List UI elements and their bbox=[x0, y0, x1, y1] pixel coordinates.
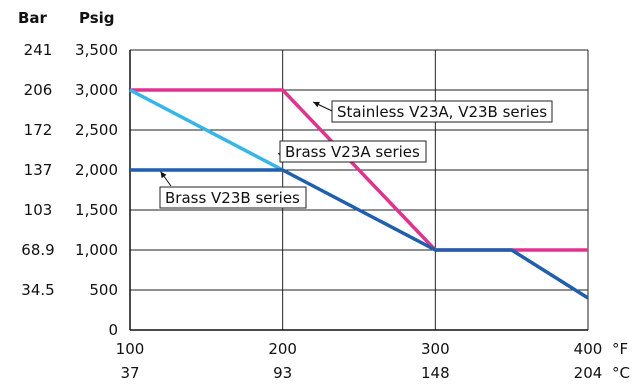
x-tick-label-celsius: 204 bbox=[574, 364, 603, 382]
psig-tick-labels: 3,500 3,000 2,500 2,000 1,500 1,000 500 0 bbox=[75, 41, 118, 339]
series-layer bbox=[129, 88, 589, 300]
bar-tick-label: 206 bbox=[24, 81, 53, 99]
psig-tick-label: 0 bbox=[108, 321, 118, 339]
x-tick-labels-fahrenheit: 100 200 300 400 bbox=[116, 340, 603, 358]
annotation-brass-v23a-box bbox=[279, 140, 427, 163]
x-tick-label-fahrenheit: 400 bbox=[574, 340, 603, 358]
annotation-brass-v23a: Brass V23A series bbox=[279, 140, 427, 163]
x-tick-label-fahrenheit: 300 bbox=[421, 340, 450, 358]
bar-tick-label: 103 bbox=[24, 201, 53, 219]
annotation-brass-v23b: Brass V23B series bbox=[159, 186, 307, 209]
psig-tick-label: 1,000 bbox=[75, 241, 118, 259]
x-tick-label-celsius: 37 bbox=[120, 364, 139, 382]
annotation-arrow-head bbox=[160, 171, 167, 179]
x-tick-label-fahrenheit: 200 bbox=[268, 340, 297, 358]
psig-tick-label: 2,500 bbox=[75, 121, 118, 139]
x-tick-label-fahrenheit: 100 bbox=[116, 340, 145, 358]
annotation-brass-v23a-label: Brass V23A series bbox=[285, 143, 420, 161]
bar-tick-labels: 241 206 172 137 103 68.9 34.5 bbox=[21, 41, 54, 299]
annotation-arrow-head bbox=[313, 101, 320, 108]
bar-tick-label: 137 bbox=[24, 161, 53, 179]
series-line-1 bbox=[129, 88, 284, 172]
bar-axis-header: Bar bbox=[18, 9, 48, 27]
annotation-stainless: Stainless V23A, V23B series bbox=[331, 100, 553, 123]
psig-tick-label: 1,500 bbox=[75, 201, 118, 219]
bar-tick-label: 172 bbox=[24, 121, 53, 139]
series-line-2 bbox=[130, 168, 589, 300]
psig-tick-label: 500 bbox=[89, 281, 118, 299]
annotation-stainless-label: Stainless V23A, V23B series bbox=[337, 103, 547, 121]
bar-tick-label: 68.9 bbox=[21, 241, 54, 259]
annotation-brass-v23b-box bbox=[159, 186, 307, 209]
psig-tick-label: 3,500 bbox=[75, 41, 118, 59]
x-tick-labels-celsius: 37 93 148 204 bbox=[120, 364, 602, 382]
psig-tick-label: 3,000 bbox=[75, 81, 118, 99]
x-tick-label-celsius: 93 bbox=[273, 364, 292, 382]
psig-tick-label: 2,000 bbox=[75, 161, 118, 179]
x-unit-celsius: °C bbox=[612, 364, 630, 382]
psig-axis-header: Psig bbox=[79, 9, 115, 27]
bar-tick-label: 241 bbox=[24, 41, 53, 59]
x-tick-label-celsius: 148 bbox=[421, 364, 450, 382]
annotation-stainless-box bbox=[331, 100, 553, 123]
bar-tick-label: 34.5 bbox=[21, 281, 54, 299]
x-unit-fahrenheit: °F bbox=[612, 340, 628, 358]
annotation-brass-v23b-label: Brass V23B series bbox=[165, 189, 300, 207]
